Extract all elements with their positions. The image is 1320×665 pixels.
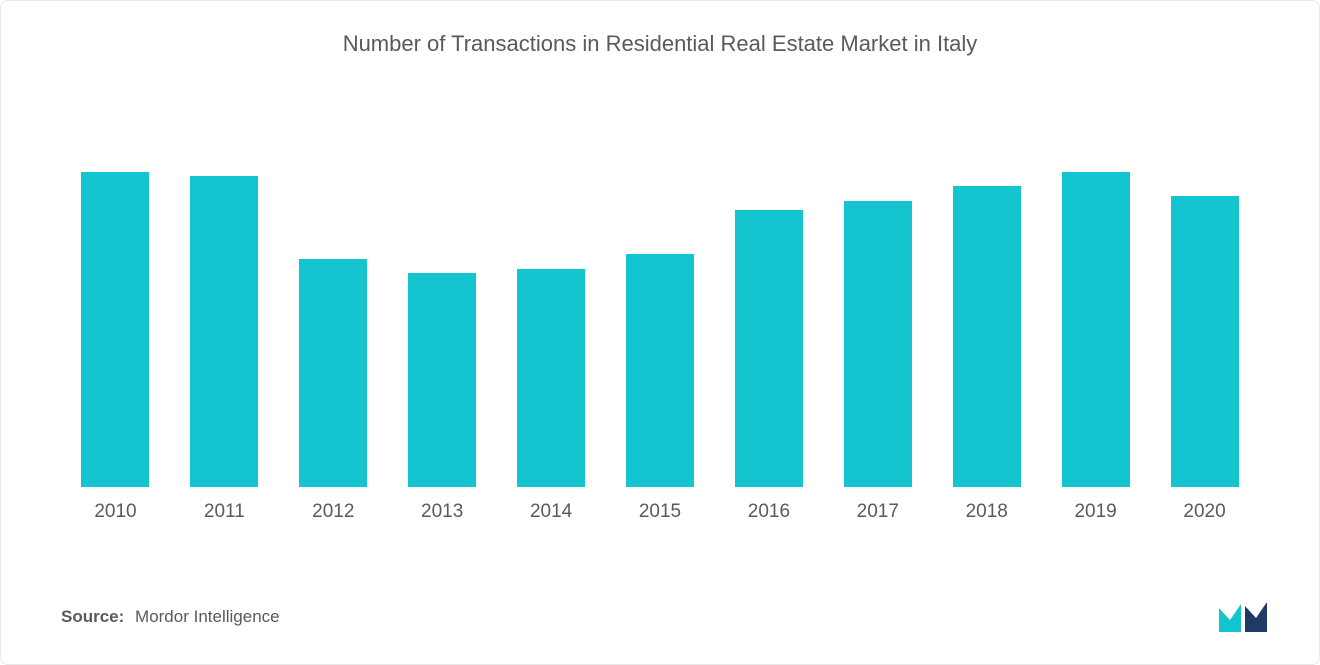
bar-group [1150,196,1259,487]
x-axis-label: 2016 [714,501,823,523]
bar [517,269,585,487]
x-axis-label: 2015 [606,501,715,523]
bar [408,273,476,487]
bar [190,176,258,487]
x-axis-label: 2020 [1150,501,1259,523]
bar-group [279,259,388,487]
x-axis-label: 2017 [823,501,932,523]
bar [953,186,1021,487]
bar [844,201,912,487]
bar-group [606,254,715,487]
bar-group [823,201,932,487]
bar [299,259,367,487]
x-axis-label: 2011 [170,501,279,523]
bar [735,210,803,487]
bar [81,172,149,487]
source-text: Source: Mordor Intelligence [61,607,280,627]
bar-group [170,176,279,487]
bar-group [388,273,497,487]
source-value: Mordor Intelligence [135,607,280,626]
source-label: Source: [61,607,124,626]
chart-plot-area [51,157,1269,487]
bar [1171,196,1239,487]
mordor-logo-icon [1217,600,1269,634]
bar [1062,172,1130,487]
bar-group [61,172,170,487]
source-row: Source: Mordor Intelligence [61,600,1269,634]
bar-group [714,210,823,487]
x-axis-label: 2019 [1041,501,1150,523]
bar-group [497,269,606,487]
x-axis-label: 2014 [497,501,606,523]
x-axis-label: 2018 [932,501,1041,523]
chart-title: Number of Transactions in Residential Re… [51,31,1269,57]
bar-group [932,186,1041,487]
bar [626,254,694,487]
x-axis-labels: 2010201120122013201420152016201720182019… [51,501,1269,523]
x-axis-label: 2013 [388,501,497,523]
bar-group [1041,172,1150,487]
x-axis-label: 2012 [279,501,388,523]
x-axis-label: 2010 [61,501,170,523]
